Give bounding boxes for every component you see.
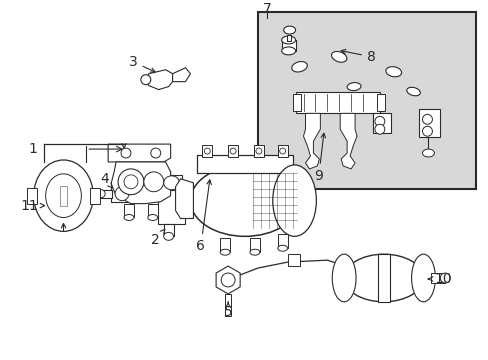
- Ellipse shape: [344, 254, 423, 302]
- Ellipse shape: [406, 87, 420, 96]
- Polygon shape: [175, 179, 193, 219]
- Ellipse shape: [45, 174, 81, 217]
- Circle shape: [221, 273, 235, 287]
- Bar: [124, 204, 134, 217]
- Bar: [224, 294, 231, 316]
- Polygon shape: [108, 144, 170, 162]
- Bar: [60, 186, 67, 206]
- Text: 1: 1: [29, 142, 38, 156]
- Circle shape: [124, 175, 138, 189]
- Bar: [90, 188, 100, 204]
- Ellipse shape: [163, 232, 173, 240]
- Ellipse shape: [272, 165, 316, 236]
- Ellipse shape: [34, 160, 93, 231]
- Text: 4: 4: [100, 172, 112, 188]
- Circle shape: [204, 148, 210, 154]
- Ellipse shape: [124, 215, 134, 220]
- Polygon shape: [340, 113, 356, 169]
- Ellipse shape: [422, 149, 433, 157]
- Circle shape: [279, 148, 285, 154]
- Text: 11: 11: [20, 199, 44, 213]
- Polygon shape: [303, 113, 320, 169]
- Ellipse shape: [163, 176, 179, 190]
- Bar: [202, 145, 212, 157]
- Ellipse shape: [385, 67, 401, 77]
- Text: 2: 2: [151, 229, 164, 247]
- Bar: [158, 189, 185, 224]
- Circle shape: [143, 172, 163, 192]
- Text: 10: 10: [427, 272, 451, 286]
- Circle shape: [121, 148, 131, 158]
- Bar: [147, 204, 158, 217]
- Ellipse shape: [374, 116, 384, 126]
- Bar: [111, 186, 133, 202]
- Ellipse shape: [422, 126, 431, 136]
- Bar: [162, 175, 181, 190]
- Text: 6: 6: [196, 180, 211, 253]
- Bar: [377, 254, 389, 302]
- Bar: [418, 109, 440, 137]
- Bar: [101, 190, 112, 198]
- Circle shape: [255, 148, 261, 154]
- Ellipse shape: [346, 82, 360, 91]
- Bar: [249, 238, 259, 252]
- Ellipse shape: [374, 124, 384, 134]
- Text: 3: 3: [129, 55, 155, 72]
- Bar: [257, 12, 475, 189]
- Text: 5: 5: [224, 302, 232, 319]
- Ellipse shape: [115, 187, 129, 201]
- Bar: [372, 113, 390, 133]
- Bar: [277, 234, 287, 248]
- Ellipse shape: [440, 273, 449, 283]
- Ellipse shape: [281, 36, 295, 44]
- Text: 9: 9: [314, 133, 325, 183]
- Bar: [376, 94, 384, 111]
- Circle shape: [118, 169, 143, 195]
- Bar: [253, 145, 264, 157]
- Ellipse shape: [331, 51, 346, 62]
- Bar: [197, 155, 292, 173]
- Polygon shape: [145, 70, 172, 90]
- Bar: [228, 145, 238, 157]
- Bar: [292, 94, 300, 111]
- Ellipse shape: [422, 114, 431, 124]
- Ellipse shape: [220, 249, 230, 255]
- Polygon shape: [111, 162, 170, 204]
- Polygon shape: [216, 266, 240, 294]
- Bar: [295, 91, 379, 113]
- Bar: [286, 35, 290, 41]
- Text: 8: 8: [341, 49, 375, 64]
- Bar: [281, 40, 295, 51]
- Circle shape: [141, 75, 150, 85]
- Ellipse shape: [331, 254, 355, 302]
- Polygon shape: [172, 68, 190, 82]
- Bar: [287, 254, 299, 266]
- Bar: [430, 273, 445, 283]
- Circle shape: [150, 148, 161, 158]
- Ellipse shape: [283, 26, 295, 34]
- Circle shape: [230, 148, 236, 154]
- Bar: [220, 238, 230, 252]
- Ellipse shape: [97, 190, 105, 198]
- Ellipse shape: [281, 47, 295, 55]
- Ellipse shape: [291, 62, 306, 72]
- Bar: [277, 145, 287, 157]
- Ellipse shape: [249, 249, 259, 255]
- Ellipse shape: [277, 245, 287, 251]
- Ellipse shape: [147, 215, 158, 220]
- Ellipse shape: [411, 254, 434, 302]
- Bar: [163, 224, 173, 236]
- Ellipse shape: [190, 165, 299, 236]
- Text: 7: 7: [262, 2, 271, 16]
- Bar: [27, 188, 37, 204]
